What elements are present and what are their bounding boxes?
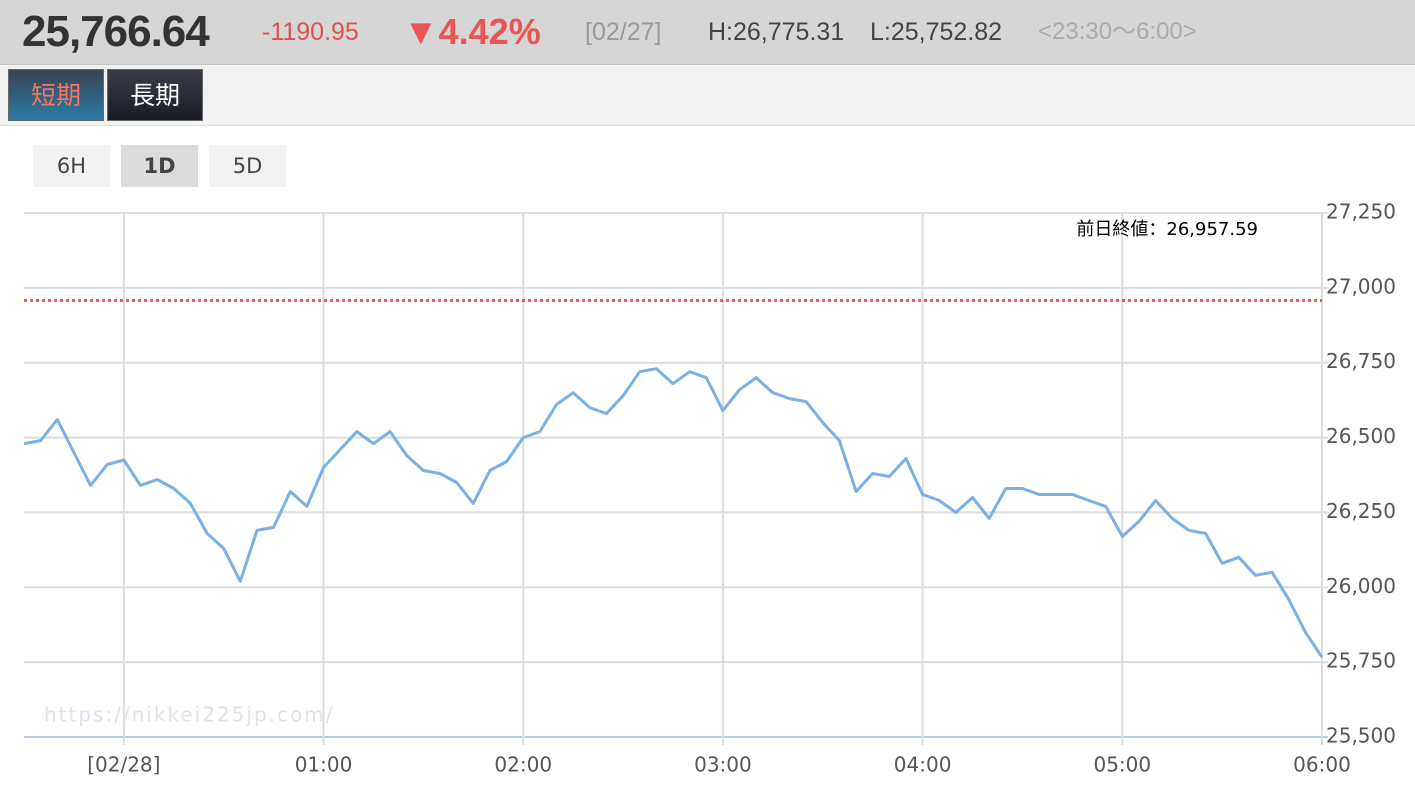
y-tick-label: 26,500 — [1326, 424, 1396, 448]
y-tick-label: 26,750 — [1326, 349, 1396, 373]
tab[interactable]: 長期 — [107, 69, 203, 121]
x-tick-label: 06:00 — [1293, 753, 1351, 777]
hours: <23:30〜6:00> — [1038, 18, 1197, 45]
y-tick-label: 26,250 — [1326, 499, 1396, 523]
x-tick-label: 03:00 — [694, 753, 752, 777]
high: H:26,775.31 — [708, 18, 845, 46]
price: 25,766.64 — [22, 7, 210, 56]
x-tick-label: 01:00 — [295, 753, 353, 777]
reference-label: 前日終値：26,957.59 — [1076, 219, 1258, 240]
change: -1190.95 — [262, 18, 359, 46]
x-tick-label: [02/28] — [87, 753, 160, 777]
x-tick-label: 05:00 — [1093, 753, 1151, 777]
date: [02/27] — [585, 18, 662, 46]
x-tick-label: 02:00 — [494, 753, 552, 777]
watermark: https://nikkei225jp.com/ — [44, 703, 334, 727]
tab[interactable]: 短期 — [8, 69, 104, 121]
range-button[interactable]: 6H — [33, 145, 110, 187]
range-button[interactable]: 5D — [209, 145, 286, 187]
y-tick-label: 26,000 — [1326, 574, 1396, 598]
y-tick-label: 27,250 — [1326, 200, 1396, 224]
range-button[interactable]: 1D — [121, 145, 198, 187]
change-pct: ▼4.42% — [403, 11, 541, 52]
x-tick-label: 04:00 — [894, 753, 952, 777]
y-tick-label: 27,000 — [1326, 274, 1396, 298]
y-tick-label: 25,500 — [1326, 724, 1396, 748]
quote-bar: 25,766.64 -1190.95 ▼4.42% [02/27] H:26,7… — [0, 0, 1415, 65]
low: L:25,752.82 — [870, 18, 1003, 46]
price-line — [23, 367, 1324, 659]
tab-bar: 短期 長期 — [0, 65, 1415, 126]
y-tick-label: 25,750 — [1326, 649, 1396, 673]
